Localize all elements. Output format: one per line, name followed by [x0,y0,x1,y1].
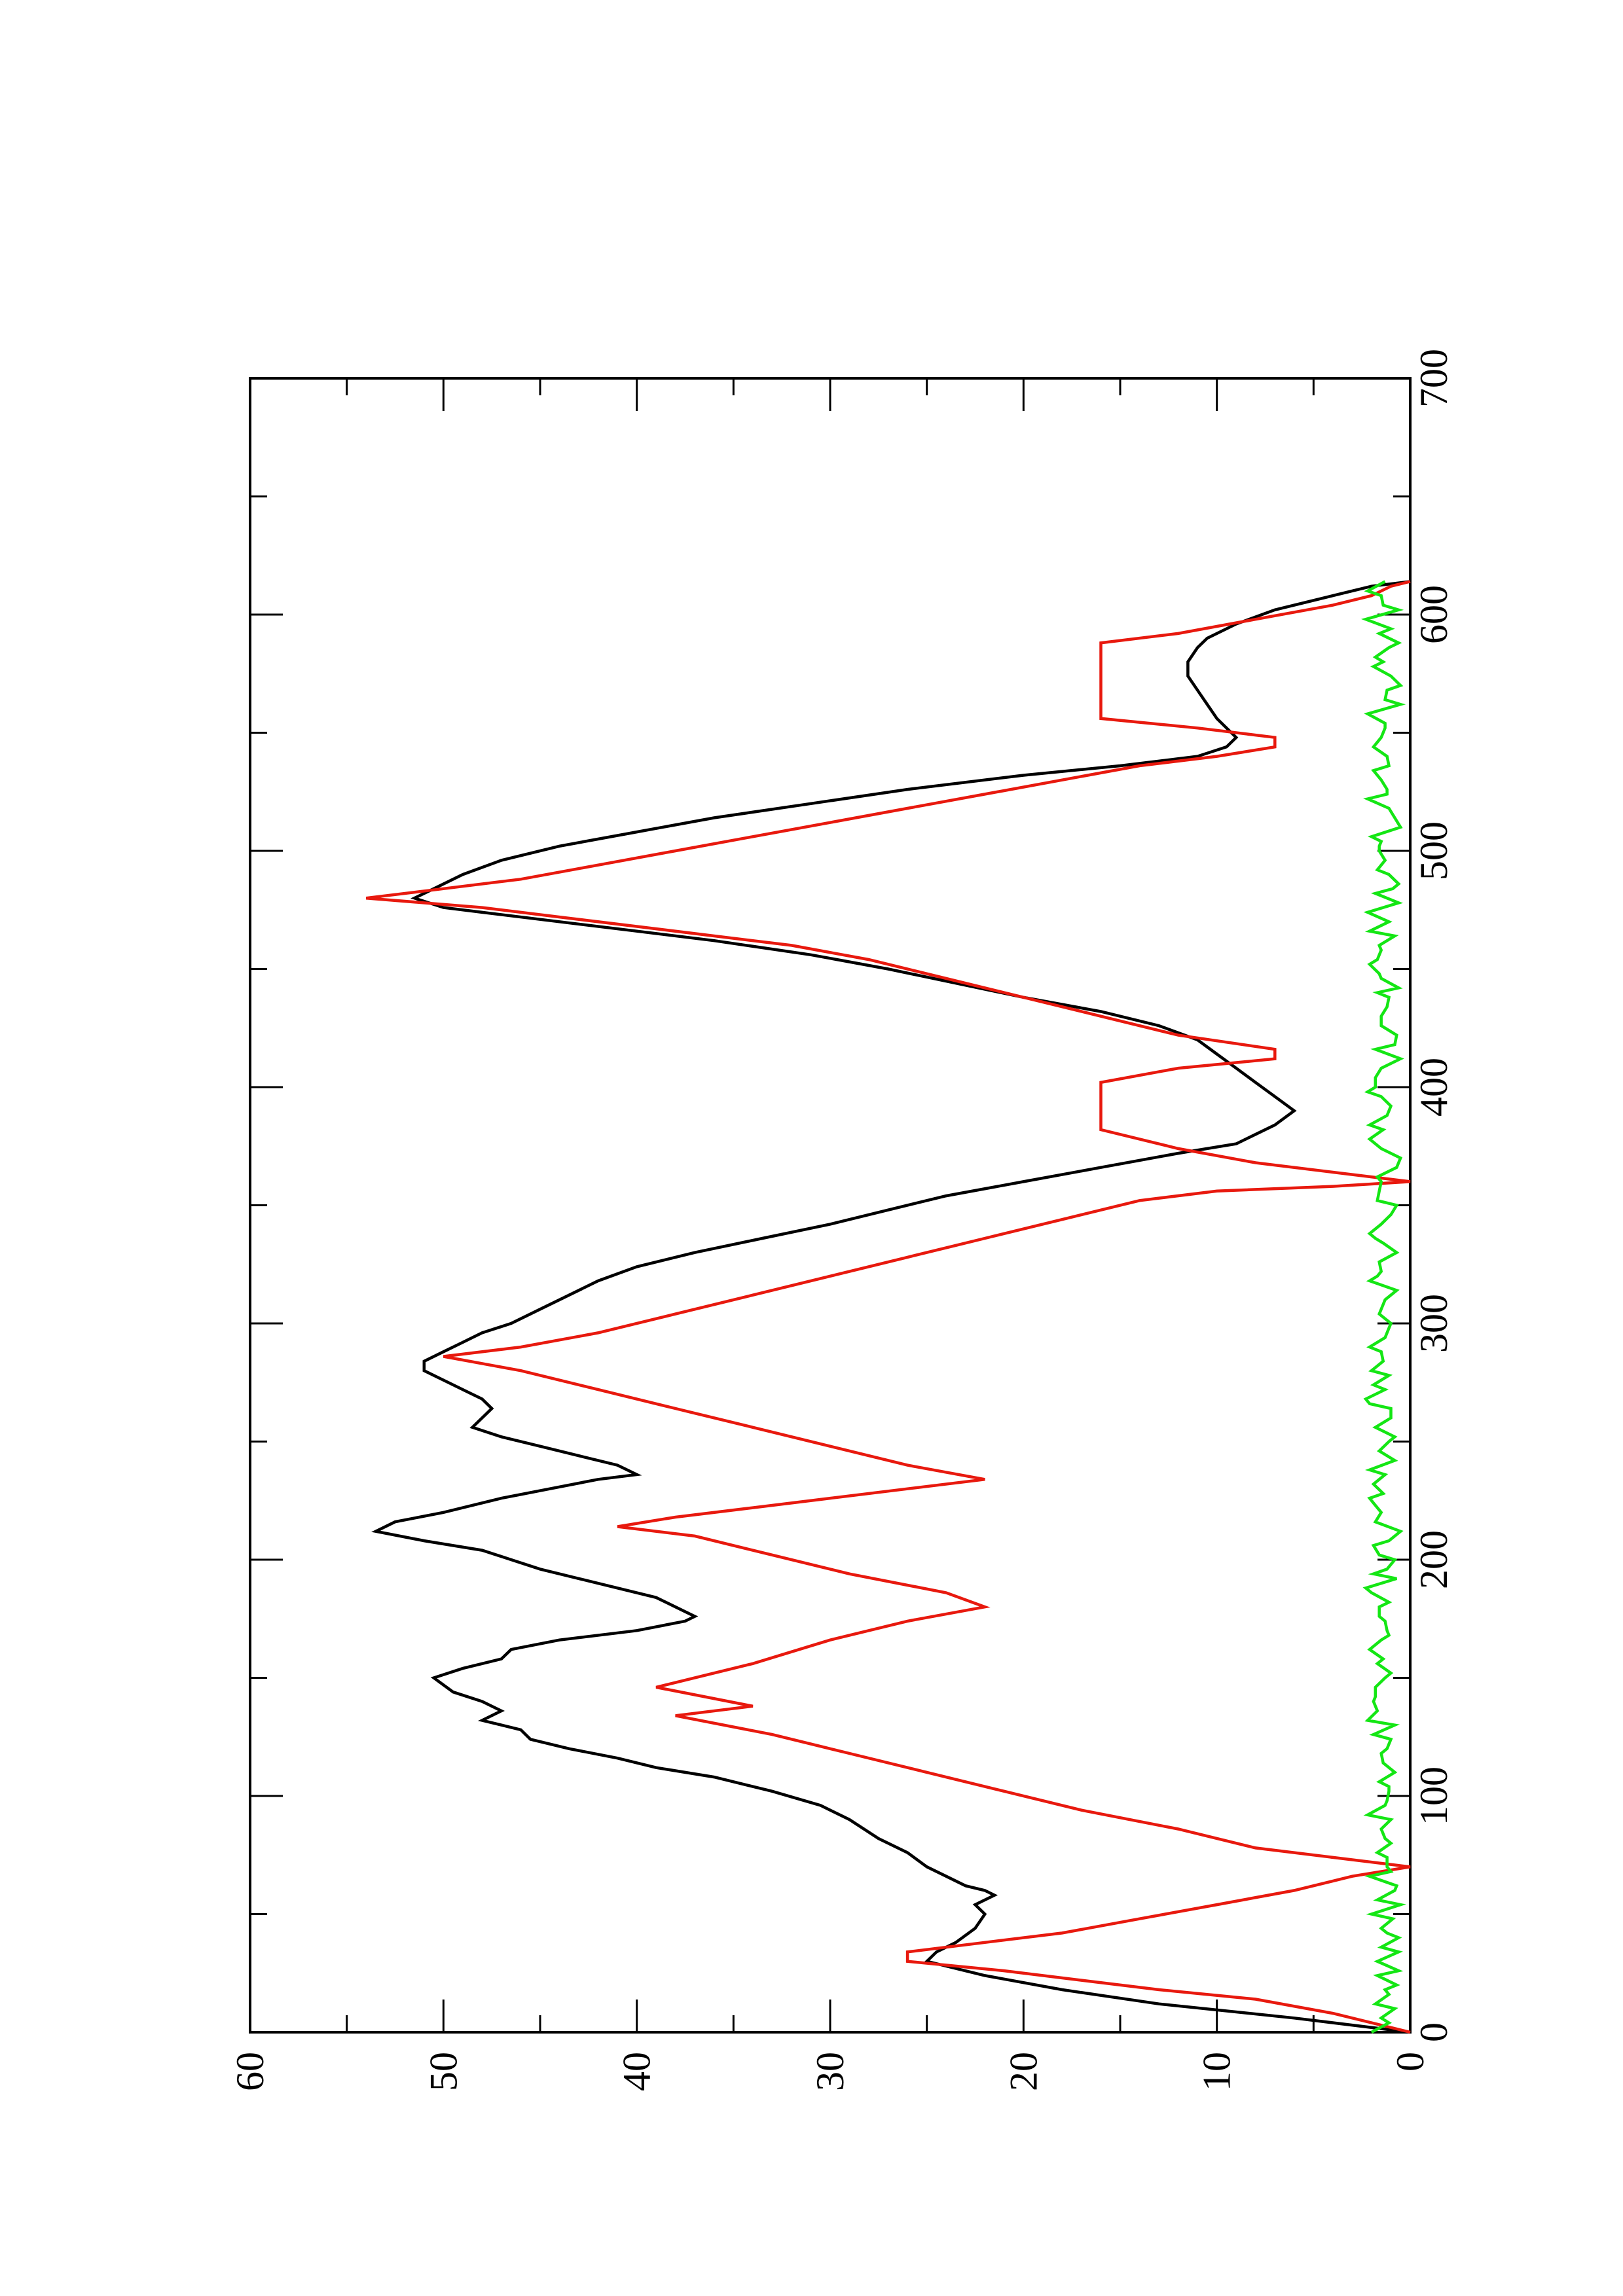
tick-labels: 0 100 200 300 400 500 600 700 0 10 20 30 40 50 60 [228,349,1455,2091]
x-tick-label: 400 [1412,1058,1455,1117]
axes [249,377,1412,2034]
x-tick-label: 200 [1412,1530,1455,1589]
y-tick-label: 60 [228,2052,272,2091]
plot-frame [249,377,1412,2034]
series-line-2 [365,580,1411,2034]
x-tick-label: 600 [1412,585,1455,644]
series-group [365,580,1411,2034]
x-tick-label: 0 [1412,2022,1455,2042]
series-line-1 [371,580,1411,2034]
y-tick-label: 0 [1389,2052,1432,2072]
y-tick-label: 40 [615,2052,659,2091]
y-tick-label: 10 [1195,2052,1239,2091]
x-tick-label: 700 [1412,349,1455,408]
series-line-3 [1360,580,1406,2034]
y-tick-label: 20 [1002,2052,1045,2091]
x-tick-label: 100 [1412,1767,1455,1825]
x-tick-label: 300 [1412,1294,1455,1353]
y-tick-label: 30 [809,2052,852,2091]
y-tick-label: 50 [422,2052,465,2091]
x-tick-label: 500 [1412,821,1455,880]
